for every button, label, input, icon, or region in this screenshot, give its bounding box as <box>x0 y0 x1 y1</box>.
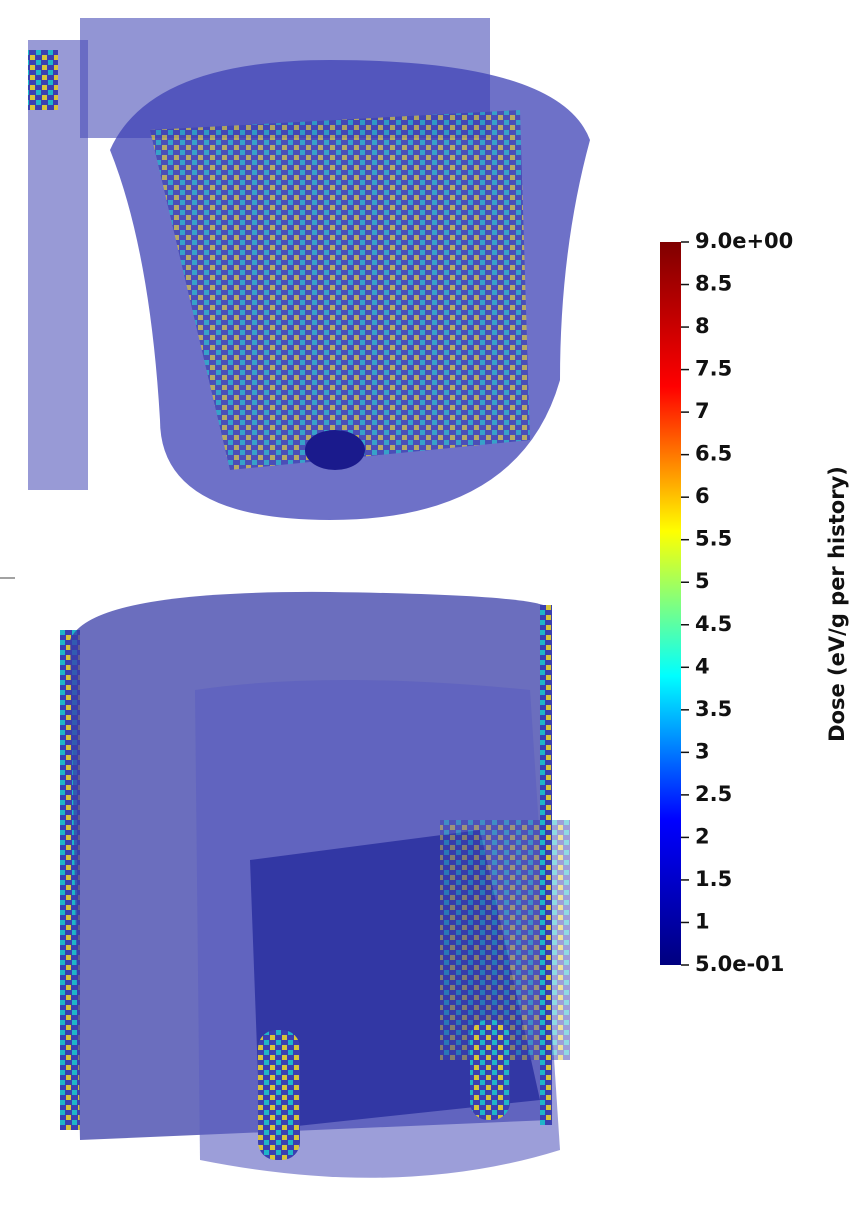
tick-label: 5 <box>695 569 710 593</box>
tick-label: 6.5 <box>695 442 732 466</box>
tick-label: 2 <box>695 824 710 848</box>
render-bottom <box>60 592 570 1178</box>
figure: Dose (eV/g per history) 9.0e+00 8.5 8 7.5 7 6… <box>0 0 854 1205</box>
tick-label: 7.5 <box>695 357 732 381</box>
colorbar-label: Dose (eV/g per history) <box>825 466 849 742</box>
tick-label: 6 <box>695 484 710 508</box>
tick-label: 4.5 <box>695 612 732 636</box>
colorbar-scale <box>660 242 681 965</box>
tick-label: 2.5 <box>695 782 732 806</box>
tick-label: 3.5 <box>695 697 732 721</box>
tick-label: 4 <box>695 654 710 678</box>
tick-label: 5.0e-01 <box>695 952 784 976</box>
colorbar: Dose (eV/g per history) <box>825 466 849 742</box>
tick-label: 9.0e+00 <box>695 229 793 253</box>
render-top <box>28 18 590 520</box>
tick-label: 8 <box>695 314 710 338</box>
tick-label: 8.5 <box>695 272 732 296</box>
tick-label: 1 <box>695 909 710 933</box>
tick-label: 7 <box>695 399 710 423</box>
tick-label: 5.5 <box>695 527 732 551</box>
tick-label: 3 <box>695 739 710 763</box>
tick-label: 1.5 <box>695 867 732 891</box>
